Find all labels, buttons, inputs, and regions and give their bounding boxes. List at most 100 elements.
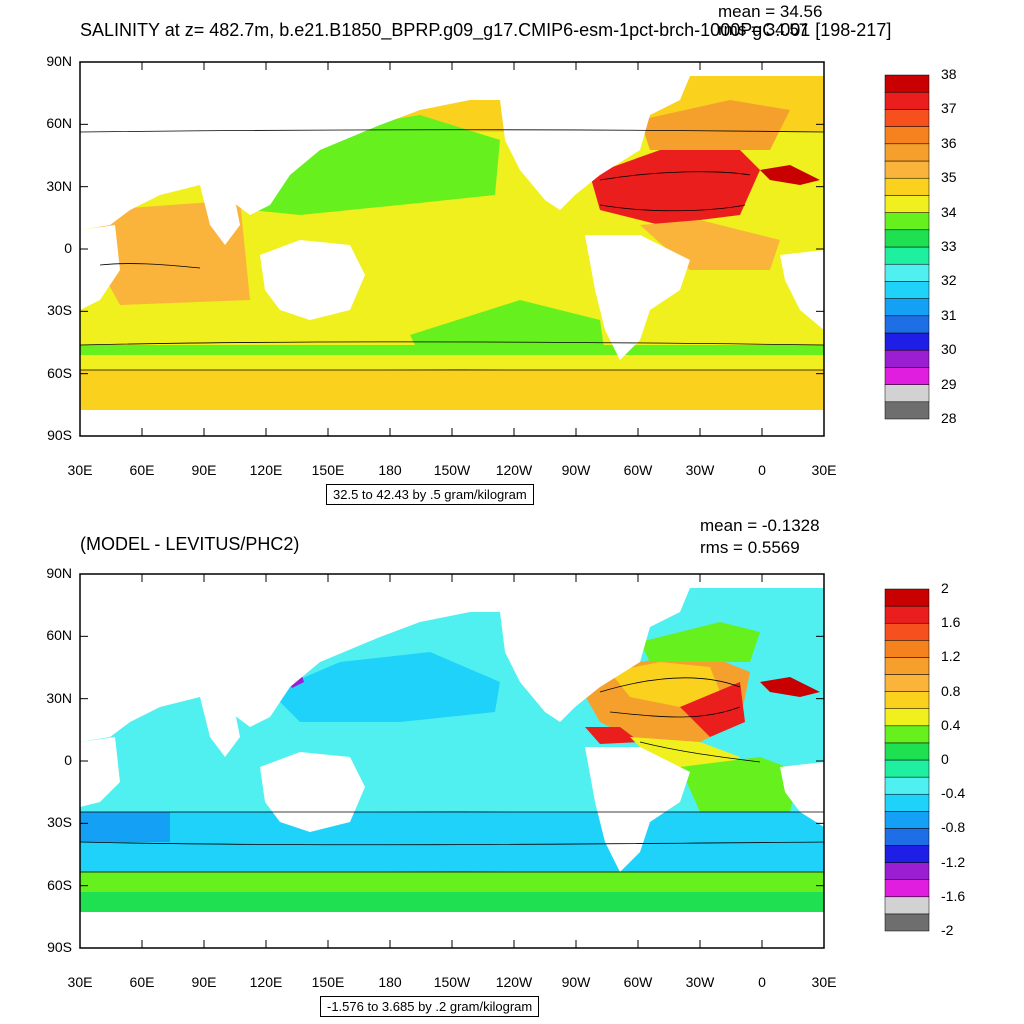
colorbar-swatch [884,588,930,607]
lat-label: 90S [47,427,72,443]
colorbar-swatch [884,91,930,110]
colorbar-swatch [884,793,930,812]
colorbar-label: 28 [941,410,957,426]
lat-label: 60S [47,364,72,381]
lon-label: 60W [623,974,653,990]
lat-label: 90N [46,565,72,581]
colorbar-swatch [884,298,930,317]
lon-label: 30E [811,462,837,478]
colorbar-label: 37 [941,100,957,117]
colorbar-swatch [884,143,930,162]
colorbar-label: 31 [941,306,957,323]
colorbar-label: -0.4 [941,785,966,802]
colorbar-swatch [884,657,930,675]
colorbar-label: 1.2 [941,648,961,665]
colorbar-swatch [884,177,930,196]
lon-label: 60E [129,974,155,990]
lat-label: 30N [46,177,72,194]
colorbar-swatch [884,212,930,231]
colorbar-swatch [884,401,930,420]
colorbar-label: 34 [941,203,957,220]
colorbar-label: 36 [941,134,957,151]
colorbar-label: 29 [941,375,957,392]
colorbar-swatch [884,605,930,624]
lon-label: 30E [811,974,837,990]
colorbar-swatch [884,725,930,744]
lon-label: 0 [758,974,766,990]
colorbar-label: -1.2 [941,853,966,870]
lon-label: 30E [67,462,93,478]
salinity-map-svg [79,61,930,437]
difference-range-label: -1.576 to 3.685 by .2 gram/kilogram [320,996,540,1017]
lat-label: 60S [47,876,72,893]
lat-label: 90S [47,939,72,955]
colorbar-swatch [884,622,930,641]
colorbar-label: 30 [941,341,957,358]
lon-label: 90W [561,462,591,478]
salinity-mean: mean = 34.56 [718,2,823,21]
lat-label: 30S [47,302,72,319]
lon-label: 90E [191,974,217,990]
colorbar-swatch [884,708,930,727]
difference-rms: rms = 0.5569 [700,538,800,557]
colorbar-label: 2 [941,580,949,596]
colorbar-swatch [884,828,930,846]
lon-label: 30W [685,462,715,478]
difference-map-svg [79,573,930,949]
difference-colorbar [884,588,930,932]
lon-label: 180 [378,462,402,478]
colorbar-swatch [884,332,930,351]
difference-mean: mean = -0.1328 [700,516,820,535]
colorbar-swatch [884,862,930,880]
colorbar-label: 0.8 [941,682,961,699]
colorbar-swatch [884,349,930,368]
difference-title: (MODEL - LEVITUS/PHC2) [80,534,300,554]
lon-label: 90E [191,462,217,478]
salinity-panel: SALINITY at z= 482.7m, b.e21.B1850_BPRP.… [46,2,957,505]
lon-label: 0 [758,462,766,478]
land-masses [80,62,824,436]
lon-label: 60E [129,462,155,478]
lon-label: 60W [623,462,653,478]
lon-label: 120E [249,462,283,478]
lon-label: 30W [685,974,715,990]
colorbar-label: 0.4 [941,716,961,733]
salinity-colorbar [884,74,930,420]
colorbar-swatch [884,742,930,761]
lat-label: 0 [64,752,72,768]
colorbar-swatch [884,246,930,265]
lon-label: 150E [311,462,345,478]
colorbar-label: 33 [941,238,957,254]
lon-label: 90W [561,974,591,990]
difference-field [80,574,824,948]
colorbar-label: -0.8 [941,819,966,836]
land-masses [80,574,824,948]
lon-label: 150W [433,462,471,478]
colorbar-label: 38 [941,66,957,82]
colorbar-label: 32 [941,272,957,289]
colorbar-swatch [884,195,930,213]
lat-label: 30S [47,814,72,831]
colorbar-label: 35 [941,169,957,186]
lon-label: 120E [249,974,283,990]
lat-label: 0 [64,240,72,256]
lon-label: 180 [378,974,402,990]
colorbar-swatch [884,640,930,658]
colorbar-swatch [884,896,930,915]
colorbar-swatch [884,367,930,385]
colorbar-swatch [884,263,930,282]
colorbar-swatch [884,315,930,334]
colorbar-swatch [884,776,930,795]
lat-label: 30N [46,689,72,706]
colorbar-swatch [884,160,930,179]
salinity-axis-ticks [79,61,825,437]
colorbar-swatch [884,281,930,299]
salinity-title: SALINITY at z= 482.7m, b.e21.B1850_BPRP.… [80,20,892,40]
colorbar-swatch [884,845,930,863]
colorbar-swatch [884,674,930,692]
lat-label: 60N [46,115,72,132]
lon-label: 150W [433,974,471,990]
colorbar-swatch [884,229,930,248]
colorbar-label: -2 [941,922,954,938]
colorbar-label: 0 [941,751,949,767]
